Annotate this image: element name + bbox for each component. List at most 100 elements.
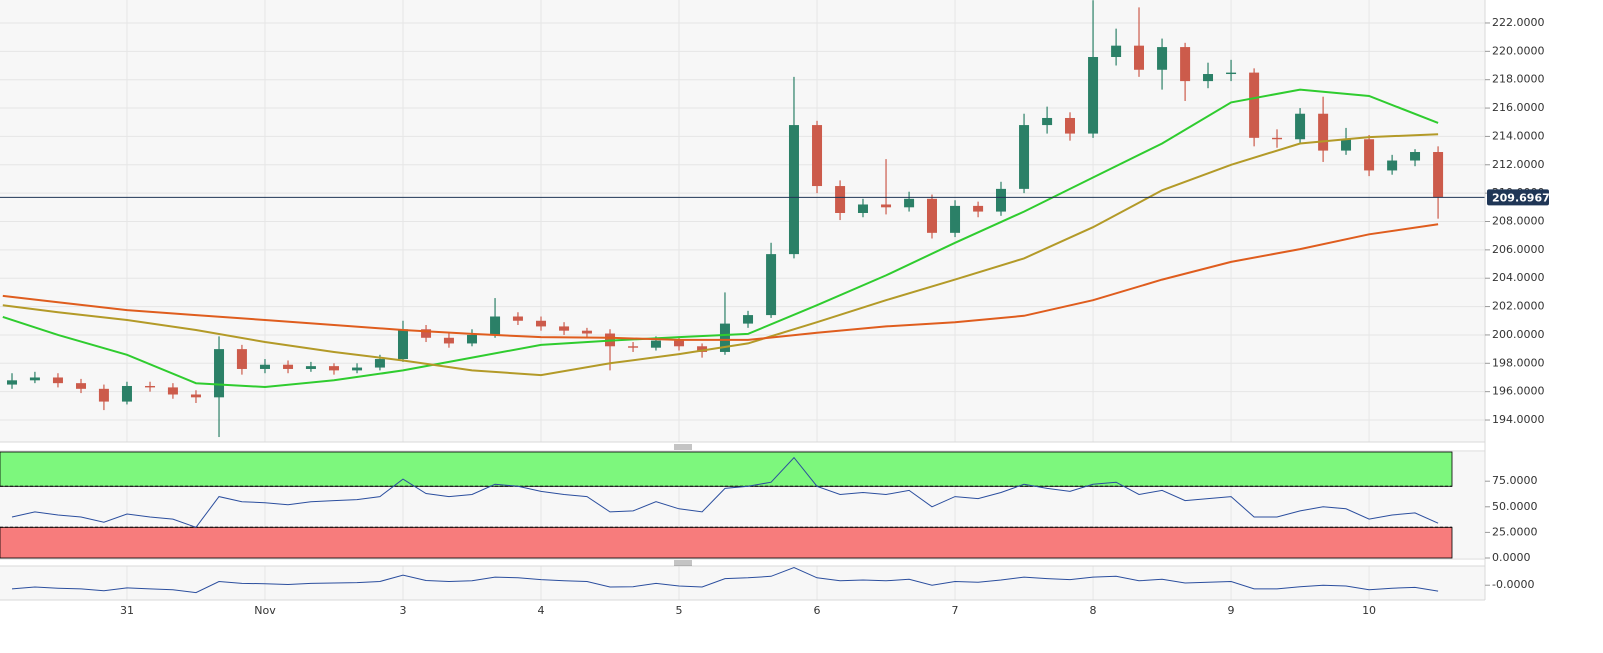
candle-body	[259, 364, 270, 369]
x-tick-label: 31	[120, 604, 134, 617]
moving-average	[2, 133, 1439, 377]
candle-body	[236, 349, 247, 369]
candle-body	[214, 349, 225, 398]
candle-body	[98, 388, 109, 402]
panel-borders	[0, 0, 1486, 601]
candle-body	[766, 254, 777, 316]
candle-body	[121, 385, 132, 402]
candle-body	[950, 205, 961, 233]
resize-grip[interactable]	[674, 444, 692, 566]
candle-body	[1295, 113, 1306, 140]
candle-body	[1410, 152, 1421, 161]
last-price-label: 209.69674	[1492, 191, 1558, 204]
candle-body	[29, 377, 40, 381]
candle-body	[719, 323, 730, 352]
x-tick-label: 7	[952, 604, 959, 617]
y-tick-label: 194.0000	[1492, 413, 1545, 426]
candle-body	[1157, 47, 1168, 70]
band	[0, 526, 1453, 559]
x-tick-label: 6	[814, 604, 821, 617]
candle-body	[76, 383, 87, 389]
candle-body	[581, 330, 592, 334]
y-tick-label: 202.0000	[1492, 300, 1545, 313]
candle-body	[995, 188, 1006, 212]
x-tick-label: 10	[1362, 604, 1376, 617]
candle-body	[743, 315, 754, 324]
candle-body	[628, 346, 639, 348]
last-price-box	[1487, 189, 1549, 206]
candle-body	[1065, 117, 1076, 134]
y-tick-label: -0.0000	[1492, 578, 1534, 591]
candle-body	[1019, 125, 1030, 189]
candle-body	[328, 366, 339, 371]
y-tick-label: 198.0000	[1492, 356, 1545, 369]
y-tick-label: 222.0000	[1492, 16, 1545, 29]
candle-body	[421, 329, 432, 338]
x-tick-label: 4	[538, 604, 545, 617]
candle-body	[1318, 113, 1329, 151]
x-tick-label: Nov	[254, 604, 276, 617]
candle-body	[52, 377, 63, 384]
candle-body	[926, 198, 937, 233]
candle-body	[1341, 139, 1352, 151]
x-tick-label: 9	[1228, 604, 1235, 617]
x-tick-label: 8	[1090, 604, 1097, 617]
osc-panel	[0, 566, 1485, 600]
y-tick-label: 196.0000	[1492, 385, 1545, 398]
y-tick-label: 0.0000	[1492, 551, 1531, 564]
candle-body	[305, 366, 316, 369]
candle-body	[1249, 72, 1260, 138]
candle-body	[650, 340, 661, 348]
y-tick-label: 214.0000	[1492, 129, 1545, 142]
moving-average	[2, 223, 1439, 341]
y-tick-label: 212.0000	[1492, 158, 1545, 171]
candle-body	[857, 204, 868, 213]
candle-body	[881, 204, 892, 208]
band	[0, 451, 1453, 487]
candle-body	[490, 316, 501, 335]
candle-body	[835, 186, 846, 213]
candle-body	[559, 326, 570, 331]
candle-body	[283, 364, 294, 369]
y-tick-label: 204.0000	[1492, 271, 1545, 284]
candle-body	[374, 359, 385, 368]
y-tick-label: 216.0000	[1492, 101, 1545, 114]
y-tick-label: 218.0000	[1492, 73, 1545, 86]
candle-body	[1433, 152, 1444, 198]
x-tick-label: 5	[676, 604, 683, 617]
candle-body	[904, 198, 915, 208]
candle-body	[352, 367, 363, 371]
y-tick-label: 200.0000	[1492, 328, 1545, 341]
y-tick-label: 25.0000	[1492, 525, 1538, 538]
candle-body	[1387, 160, 1398, 171]
candle-body	[536, 320, 547, 327]
candle-body	[167, 387, 178, 395]
candle-body	[1272, 137, 1283, 140]
candle-body	[443, 337, 454, 344]
candle-body	[1042, 117, 1053, 126]
candle-body	[397, 329, 408, 360]
candle-body	[512, 316, 523, 321]
candle-body	[697, 346, 708, 352]
candle-body	[466, 334, 477, 344]
candle-body	[1111, 45, 1122, 58]
candle-body	[7, 380, 18, 385]
labels: 31 Nov 3 4 5 6 7 8 9 10 194.0000 196.0000 198.0000 20…	[120, 16, 1558, 617]
indicator-line	[11, 566, 1439, 594]
candle-body	[1088, 57, 1099, 134]
candle-body	[1364, 139, 1375, 171]
candle-body	[1226, 72, 1237, 75]
y-tick-label: 50.0000	[1492, 500, 1538, 513]
y-tick-label: 75.0000	[1492, 474, 1538, 487]
moving-average	[2, 88, 1439, 389]
y-tick-label: 208.0000	[1492, 214, 1545, 227]
candle-body	[812, 125, 823, 187]
candle-body	[145, 385, 156, 388]
candle-body	[1180, 47, 1191, 82]
indicator-line	[11, 456, 1439, 528]
candle-body	[788, 125, 799, 255]
plot	[0, 0, 1485, 594]
y-tick-label: 206.0000	[1492, 243, 1545, 256]
candle-body	[1203, 74, 1214, 82]
